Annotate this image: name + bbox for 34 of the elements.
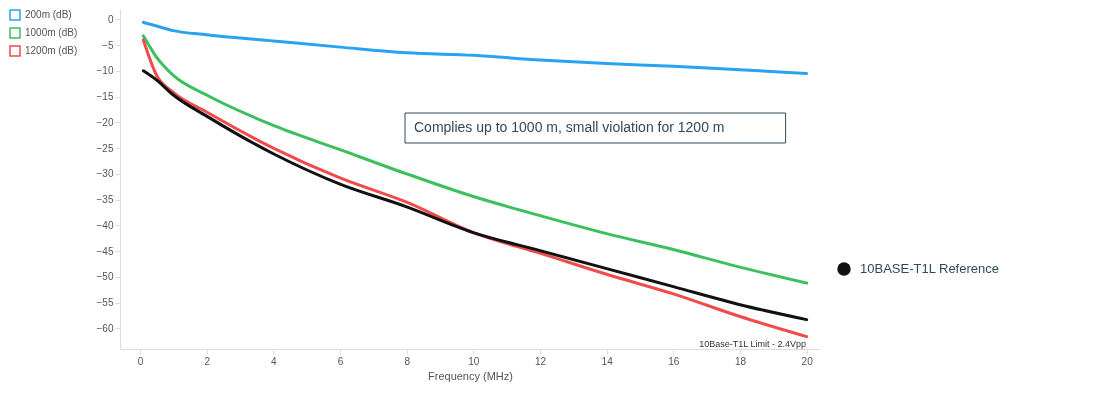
x-tick-label: 20	[801, 355, 814, 367]
x-tick-label: 14	[601, 355, 614, 367]
x-tick-label: 6	[337, 355, 344, 367]
y-tick-label: −5	[102, 39, 114, 51]
x-axis-title: Frequency (MHz)	[428, 369, 513, 382]
line-series	[141, 34, 809, 285]
y-tick-label: −60	[96, 322, 114, 334]
y-tick-label: −55	[96, 297, 114, 309]
x-tick-label: 12	[534, 355, 547, 367]
x-tick-label: 10	[468, 355, 480, 367]
y-tick-label: 0	[107, 13, 114, 25]
line-series	[141, 20, 809, 75]
x-tick-label: 18	[734, 355, 747, 367]
x-tick-label: 16	[668, 355, 680, 367]
x-tick-label: 0	[137, 355, 144, 367]
annotation: Complies up to 1000 m, small violation for 1200 m	[414, 119, 725, 135]
y-tick-label: −45	[96, 245, 114, 257]
x-tick-label: 2	[204, 355, 211, 367]
legend-label: 200m (dB)	[25, 9, 72, 20]
y-tick-label: −15	[96, 91, 114, 103]
y-tick-label: −35	[96, 194, 114, 206]
y-tick-label: −40	[96, 219, 114, 231]
annotation: 10Base-T1L Limit - 2.4Vpp	[699, 339, 806, 349]
y-tick-label: −10	[96, 65, 114, 77]
legend-label: 10BASE-T1L Reference	[860, 261, 999, 276]
x-tick-label: 4	[271, 355, 278, 367]
legend-label: 1000m (dB)	[25, 27, 78, 38]
y-tick-label: −50	[96, 271, 114, 283]
y-tick-label: −30	[96, 168, 114, 180]
legend-label: 1200m (dB)	[25, 45, 78, 56]
x-tick-label: 8	[404, 355, 411, 367]
y-tick-label: −25	[96, 142, 114, 154]
line-series	[141, 69, 809, 322]
y-tick-label: −20	[96, 116, 114, 128]
